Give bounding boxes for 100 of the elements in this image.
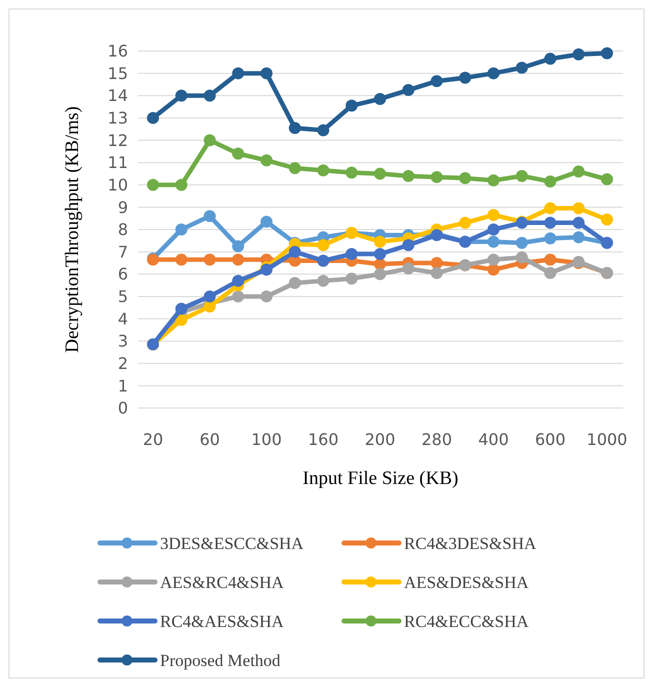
- x-tick-label: 280: [421, 430, 452, 449]
- point: [317, 164, 330, 176]
- y-tick-label: 7: [118, 242, 128, 262]
- point: [601, 173, 613, 186]
- point: [175, 178, 188, 191]
- point: [232, 148, 244, 160]
- point: [346, 100, 358, 112]
- point: [516, 62, 528, 74]
- point: [544, 267, 556, 280]
- point: [459, 172, 472, 184]
- point: [544, 52, 556, 65]
- legend-label: RC4&3DES&SHA: [404, 534, 537, 553]
- point: [147, 178, 159, 191]
- point: [260, 67, 272, 80]
- y-tick-label: 12: [108, 130, 128, 150]
- x-tick-label: 200: [364, 430, 396, 449]
- point: [346, 166, 358, 179]
- point: [572, 216, 585, 229]
- point: [232, 67, 244, 80]
- point: [544, 254, 556, 266]
- y-tick-label: 15: [108, 64, 128, 83]
- point: [175, 314, 188, 326]
- y-tick-label: 2: [118, 354, 128, 373]
- point: [260, 154, 272, 166]
- point: [488, 174, 500, 186]
- point: [374, 168, 386, 180]
- point: [601, 47, 613, 60]
- point: [430, 267, 443, 280]
- legend-label: Proposed Method: [160, 651, 281, 670]
- point: [402, 239, 414, 252]
- y-axis-title: DecryptionThroughput (KB/ms): [62, 106, 83, 353]
- point: [374, 236, 386, 248]
- y-tick-label: 14: [108, 86, 128, 106]
- point: [488, 208, 500, 221]
- x-tick-label: 20: [142, 430, 164, 449]
- point: [175, 302, 188, 315]
- point: [317, 274, 330, 287]
- point: [175, 90, 188, 102]
- point: [488, 67, 500, 80]
- point: [204, 210, 216, 222]
- point: [544, 202, 556, 214]
- point: [516, 170, 528, 182]
- point: [572, 165, 585, 178]
- x-tick-label: 400: [478, 430, 509, 449]
- point: [204, 254, 216, 266]
- legend-label: AES&RC4&SHA: [160, 573, 284, 592]
- point: [572, 48, 585, 60]
- point: [402, 84, 414, 96]
- legend-label: 3DES&ESCC&SHA: [160, 534, 304, 553]
- point: [402, 262, 414, 275]
- point: [488, 264, 500, 276]
- y-tick-label: 1: [118, 376, 128, 396]
- x-tick-label: 160: [308, 430, 339, 449]
- point: [601, 213, 613, 226]
- x-axis-title: Input File Size (KB): [302, 468, 458, 489]
- point: [516, 251, 528, 264]
- point: [430, 75, 443, 88]
- point: [232, 240, 244, 252]
- point: [288, 162, 301, 174]
- point: [260, 216, 272, 228]
- point: [260, 264, 272, 276]
- point: [488, 224, 500, 236]
- point: [288, 277, 301, 290]
- point: [459, 72, 472, 84]
- y-tick-label: 4: [118, 309, 128, 328]
- point: [459, 216, 472, 229]
- point: [260, 290, 272, 302]
- point: [204, 300, 216, 312]
- y-tick-label: 13: [108, 108, 128, 128]
- point: [488, 236, 500, 248]
- point: [516, 236, 528, 249]
- point: [175, 254, 188, 266]
- point: [374, 92, 386, 105]
- point: [204, 90, 216, 102]
- point: [572, 231, 585, 244]
- x-tick-label: 600: [534, 430, 566, 449]
- point: [402, 170, 414, 182]
- point: [544, 176, 556, 188]
- point: [430, 171, 443, 184]
- point: [374, 248, 386, 260]
- y-tick-label: 11: [108, 153, 128, 172]
- y-tick-label: 5: [118, 287, 128, 306]
- point: [374, 268, 386, 280]
- y-tick-label: 8: [118, 220, 128, 240]
- point: [572, 202, 585, 214]
- point: [288, 246, 301, 258]
- point: [317, 239, 330, 252]
- point: [317, 124, 330, 136]
- point: [488, 254, 500, 266]
- y-tick-label: 0: [118, 398, 128, 418]
- x-tick-label: 1000: [586, 430, 628, 449]
- y-tick-label: 10: [108, 175, 128, 194]
- point: [204, 290, 216, 302]
- y-tick-label: 16: [108, 42, 128, 61]
- x-tick-label: 60: [200, 430, 220, 449]
- point: [346, 248, 358, 260]
- point: [204, 134, 216, 146]
- y-tick-label: 9: [118, 198, 128, 217]
- point: [544, 232, 556, 244]
- point: [232, 274, 244, 287]
